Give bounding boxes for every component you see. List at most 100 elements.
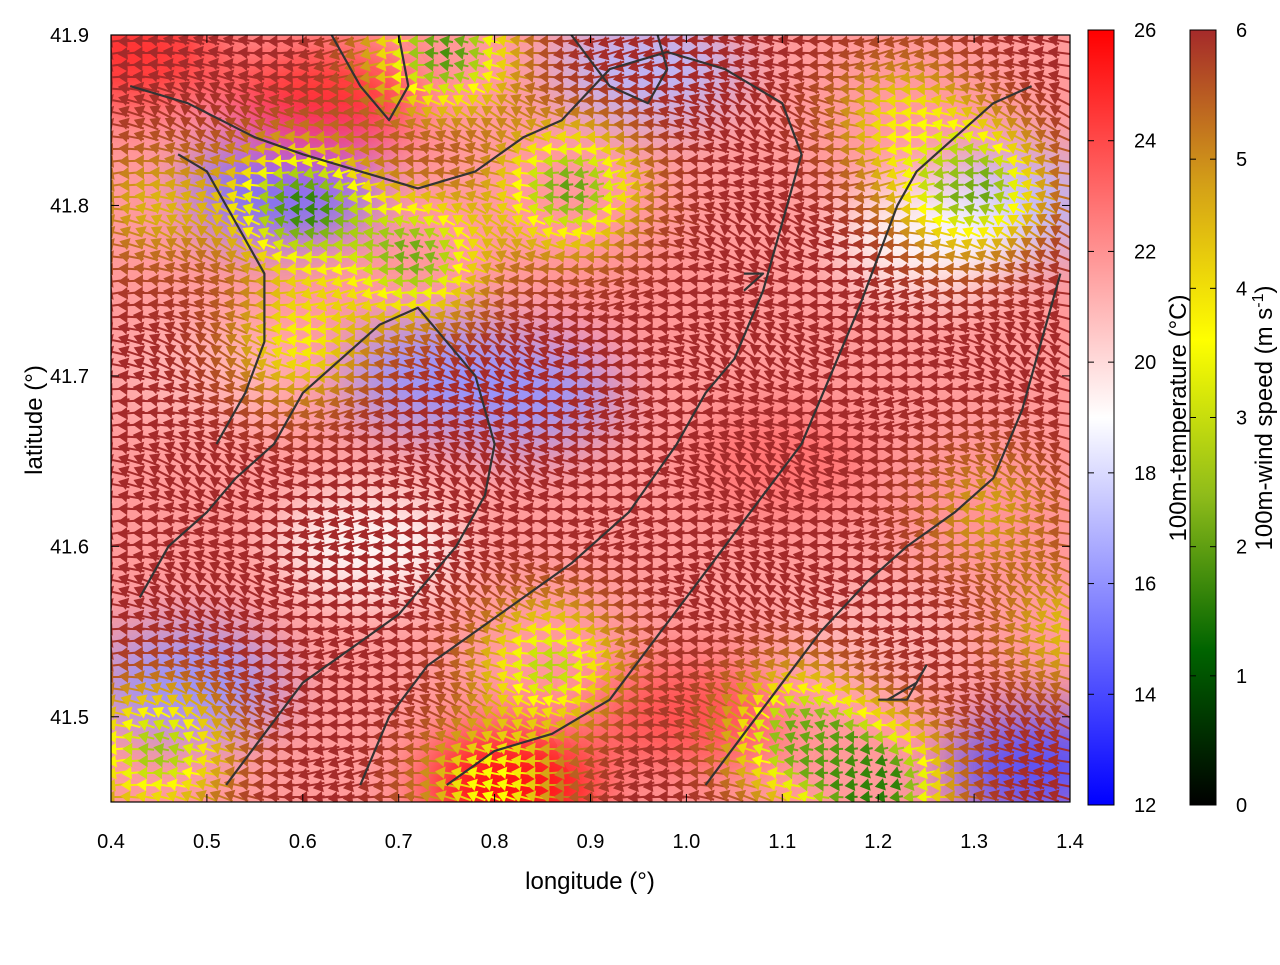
wind-arrow [196, 730, 217, 743]
colorbar-tick-label: 5 [1236, 149, 1247, 171]
wind-arrow [149, 573, 174, 588]
wind-speed-colorbar: 0 1 2 3 4 5 6 100m-wind speed (m s-1) [1189, 20, 1278, 817]
wind-arrow [194, 261, 219, 274]
wind-arrow [180, 202, 202, 215]
wind-arrow [120, 694, 143, 707]
wind-arrow [434, 693, 458, 708]
wind-arrow [496, 226, 517, 240]
wind-arrow [224, 453, 249, 468]
wind-arrow [209, 681, 233, 696]
wind-arrow [286, 346, 307, 359]
wind-arrow [449, 609, 474, 623]
wind-arrow [318, 178, 334, 191]
wind-arrow [482, 790, 501, 802]
wind-arrow [333, 202, 349, 216]
wind-arrow [452, 214, 471, 227]
wind-arrow [467, 238, 486, 251]
wind-arrow [111, 226, 129, 239]
x-tick-label: 1.3 [960, 831, 988, 853]
wind-arrow [319, 214, 334, 228]
wind-label-end: ) [1251, 286, 1278, 294]
wind-arrow [406, 202, 426, 215]
wind-arrow [303, 166, 320, 180]
colorbar-tick-label: 4 [1236, 278, 1247, 300]
wind-arrow [179, 141, 204, 154]
wind-arrow [167, 707, 186, 719]
wind-arrow [422, 215, 440, 227]
wind-arrow [209, 261, 234, 274]
wind-arrow [300, 310, 322, 324]
wind-arrow [480, 573, 503, 589]
wind-arrow [359, 47, 383, 60]
wind-arrow [481, 202, 502, 215]
wind-arrow [240, 358, 263, 371]
wind-arrow [419, 357, 444, 371]
wind-arrow [163, 561, 189, 576]
wind-arrow [422, 274, 440, 288]
wind-arrow [300, 287, 322, 300]
wind-arrow [481, 754, 502, 768]
wind-arrow [390, 82, 412, 96]
wind-arrow [407, 35, 425, 48]
wind-arrow [361, 287, 382, 300]
wind-arrow [285, 287, 307, 300]
wind-arrow [451, 262, 471, 275]
wind-arrow [150, 214, 172, 227]
wind-arrow [495, 250, 518, 263]
wind-arrow [224, 369, 249, 383]
wind-arrow [178, 609, 204, 624]
wind-arrow [437, 94, 456, 107]
wind-arrow [274, 215, 289, 228]
wind-arrow [450, 286, 472, 299]
wind-arrow [434, 321, 458, 335]
wind-arrow [423, 251, 439, 264]
wind-arrow [434, 597, 459, 612]
wind-arrow [255, 250, 277, 263]
wind-arrow [466, 214, 487, 228]
wind-arrow [134, 249, 159, 263]
wind-arrow [137, 766, 155, 780]
wind-arrow [164, 573, 189, 589]
wind-arrow [418, 573, 444, 588]
wind-arrow [467, 58, 485, 72]
wind-arrow [494, 321, 519, 335]
wind-arrow [238, 453, 264, 468]
wind-arrow [331, 262, 351, 276]
wind-arrow [166, 790, 187, 802]
wind-arrow [272, 166, 290, 180]
wind-arrow [271, 154, 291, 168]
wind-arrow [362, 238, 380, 252]
wind-arrow [239, 117, 264, 132]
wind-arrow [209, 453, 234, 469]
wind-arrow [287, 238, 305, 252]
wind-arrow [409, 239, 424, 252]
wind-arrow [209, 129, 234, 144]
wind-arrow [239, 693, 264, 708]
wind-arrow [406, 82, 426, 96]
wind-arrow [466, 118, 487, 132]
wind-arrow [195, 333, 218, 349]
wind-arrow [319, 190, 334, 203]
wind-arrow [224, 681, 249, 695]
wind-arrow [285, 298, 307, 312]
wind-arrow [391, 202, 411, 216]
wind-arrow [165, 237, 188, 252]
wind-arrow [481, 117, 502, 132]
wind-arrow [197, 718, 216, 731]
y-tick-label: 41.5 [50, 707, 89, 729]
wind-arrow [330, 299, 352, 312]
wind-arrow [272, 238, 291, 252]
wind-arrow [377, 214, 395, 228]
wind-arrow [479, 321, 504, 336]
wind-arrow [209, 321, 234, 335]
wind-arrow [466, 790, 486, 802]
wind-arrow [419, 729, 444, 743]
wind-arrow [133, 117, 159, 131]
x-tick-label: 0.8 [481, 831, 509, 853]
wind-arrow [421, 94, 441, 107]
wind-arrow [361, 274, 381, 288]
wind-arrow [479, 561, 504, 576]
wind-arrow [210, 105, 233, 121]
wind-arrow [165, 190, 188, 203]
wind-arrow [303, 178, 319, 191]
